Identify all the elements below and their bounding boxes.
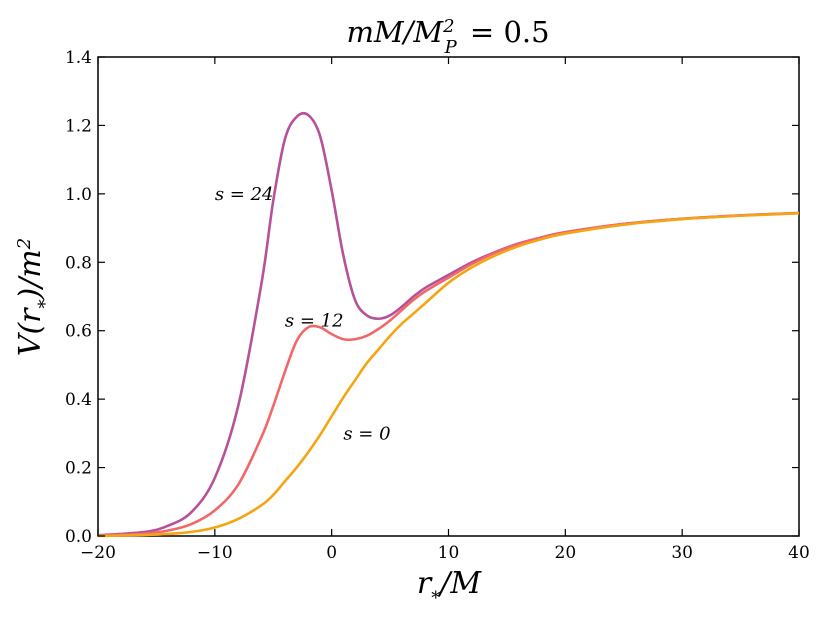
x-tick-label: −10: [197, 543, 233, 563]
y-tick-label: 0.0: [65, 527, 92, 547]
y-tick-label: 0.6: [65, 322, 92, 342]
x-tick-label: 10: [438, 543, 460, 563]
y-tick-label: 1.2: [65, 116, 92, 136]
annotations-layer: s = 24 s = 12 s = 0: [215, 184, 391, 445]
y-tick-label: 1.0: [65, 185, 92, 205]
annotation-2: s = 0: [343, 423, 390, 444]
plot-area: [97, 56, 800, 537]
x-tick-label: −20: [80, 543, 116, 563]
x-tick-label: 20: [555, 543, 577, 563]
annotation-0: s = 24: [215, 184, 274, 205]
ticks-layer: −20 −10 0 10 20 30 40 0.0 0.2 0.4 0.6 0.8 1.0 1.2 1.4: [65, 48, 810, 563]
series-line-1: [97, 211, 800, 537]
y-tick-label: 0.2: [65, 459, 92, 479]
series-line-0: [97, 111, 800, 537]
series-layer: [97, 111, 800, 538]
y-tick-label: 0.4: [65, 390, 92, 410]
x-tick-label: 40: [788, 543, 810, 563]
chart-title: mM/M2 P = 0.5: [346, 15, 549, 58]
x-tick-label: 0: [326, 543, 337, 563]
x-axis-title: r*/M: [417, 566, 482, 609]
y-axis-title: V(r*)/m2: [13, 238, 56, 356]
y-tick-label: 0.8: [65, 253, 92, 273]
plot-frame: [97, 56, 800, 537]
x-tick-label: 30: [671, 543, 693, 563]
y-tick-label: 1.4: [65, 48, 92, 68]
series-line-2: [97, 212, 800, 538]
annotation-1: s = 12: [285, 310, 344, 331]
